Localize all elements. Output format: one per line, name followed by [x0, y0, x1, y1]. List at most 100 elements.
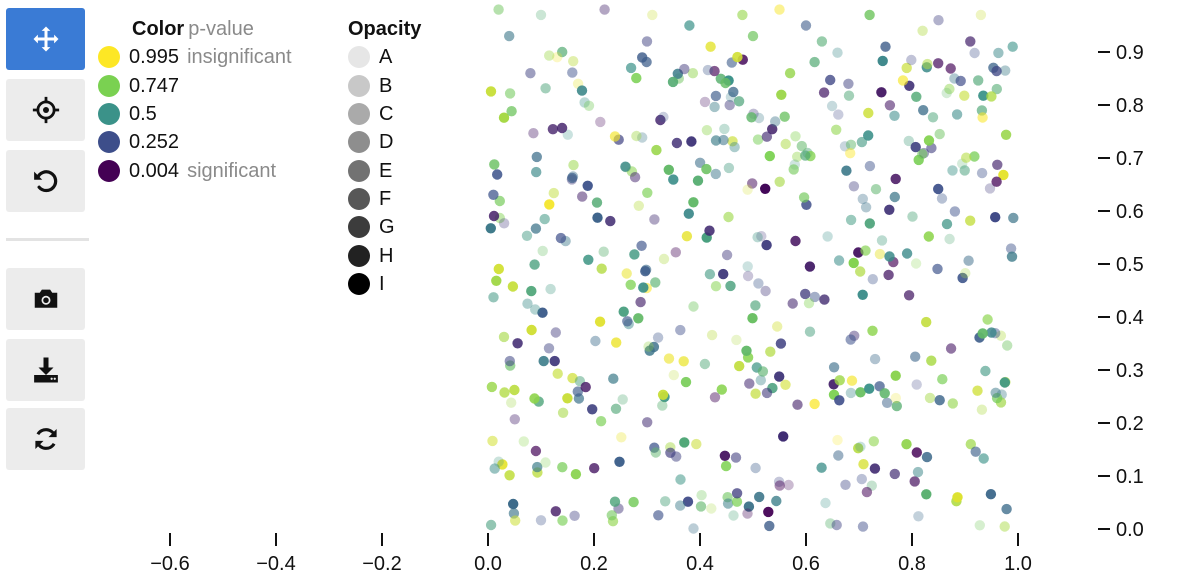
scatter-point[interactable]	[809, 56, 820, 68]
scatter-point[interactable]	[774, 176, 785, 187]
scatter-point[interactable]	[911, 447, 922, 458]
scatter-point[interactable]	[649, 214, 660, 225]
scatter-point[interactable]	[742, 508, 753, 519]
scatter-point[interactable]	[727, 136, 738, 147]
scatter-point[interactable]	[843, 90, 855, 101]
scatter-point[interactable]	[901, 439, 912, 450]
scatter-point[interactable]	[761, 239, 772, 251]
scatter-point[interactable]	[921, 316, 932, 328]
scatter-point[interactable]	[631, 72, 642, 84]
scatter-point[interactable]	[750, 388, 761, 399]
scatter-point[interactable]	[973, 75, 984, 86]
scatter-point[interactable]	[839, 141, 851, 152]
scatter-point[interactable]	[522, 298, 533, 309]
box-select-button[interactable]	[6, 79, 85, 141]
scatter-point[interactable]	[903, 135, 914, 147]
scatter-point[interactable]	[567, 172, 578, 184]
scatter-point[interactable]	[816, 462, 827, 473]
reset-button[interactable]	[6, 150, 85, 212]
scatter-point[interactable]	[944, 83, 955, 95]
scatter-point[interactable]	[947, 398, 958, 409]
scatter-point[interactable]	[555, 232, 567, 244]
scatter-point[interactable]	[833, 450, 844, 461]
scatter-point[interactable]	[1001, 503, 1012, 515]
scatter-point[interactable]	[955, 75, 966, 87]
scatter-point[interactable]	[658, 253, 670, 265]
scatter-point[interactable]	[945, 343, 957, 354]
scatter-point[interactable]	[828, 362, 840, 373]
scatter-point[interactable]	[976, 404, 988, 415]
scatter-point[interactable]	[868, 436, 879, 447]
scatter-point[interactable]	[747, 313, 758, 324]
scatter-point[interactable]	[492, 169, 503, 180]
scatter-point[interactable]	[719, 123, 730, 135]
scatter-point[interactable]	[535, 515, 547, 526]
scatter-point[interactable]	[778, 431, 789, 442]
scatter-point[interactable]	[508, 498, 519, 510]
scatter-point[interactable]	[803, 298, 815, 309]
scatter-point[interactable]	[978, 90, 989, 101]
scatter-point[interactable]	[764, 520, 775, 532]
scatter-point[interactable]	[825, 518, 836, 529]
scatter-point[interactable]	[719, 450, 731, 461]
scatter-point[interactable]	[731, 334, 742, 346]
scatter-point[interactable]	[720, 77, 731, 89]
scatter-point[interactable]	[884, 100, 896, 111]
scatter-point[interactable]	[675, 324, 686, 336]
scatter-point[interactable]	[936, 193, 948, 204]
scatter-point[interactable]	[529, 393, 540, 404]
scatter-point[interactable]	[657, 389, 669, 400]
scatter-point[interactable]	[845, 148, 856, 159]
scatter-point[interactable]	[587, 404, 598, 415]
scatter-point[interactable]	[770, 116, 781, 127]
scatter-point[interactable]	[577, 191, 588, 202]
color-legend-item[interactable]: 0.252	[98, 128, 292, 156]
scatter-point[interactable]	[672, 68, 683, 80]
scatter-point[interactable]	[957, 272, 968, 284]
scatter-point[interactable]	[507, 281, 519, 292]
scatter-point[interactable]	[493, 456, 504, 467]
scatter-point[interactable]	[535, 9, 547, 21]
scatter-point[interactable]	[633, 313, 644, 324]
scatter-point[interactable]	[680, 376, 692, 388]
scatter-point[interactable]	[846, 375, 858, 386]
scatter-point[interactable]	[731, 488, 743, 499]
scatter-point[interactable]	[568, 56, 579, 67]
scatter-point[interactable]	[857, 193, 868, 205]
scatter-point[interactable]	[831, 519, 842, 531]
scatter-point[interactable]	[716, 384, 727, 395]
scatter-point[interactable]	[531, 166, 542, 178]
scatter-point[interactable]	[901, 62, 912, 74]
scatter-point[interactable]	[609, 131, 621, 142]
scatter-point[interactable]	[625, 279, 636, 290]
scatter-point[interactable]	[889, 191, 900, 203]
scatter-point[interactable]	[540, 457, 551, 468]
scatter-point[interactable]	[526, 285, 537, 297]
scatter-point[interactable]	[761, 131, 773, 142]
scatter-point[interactable]	[755, 375, 766, 386]
scatter-point[interactable]	[798, 192, 810, 203]
scatter-point[interactable]	[629, 172, 641, 183]
scatter-point[interactable]	[933, 58, 944, 69]
scatter-point[interactable]	[540, 83, 551, 94]
scatter-point[interactable]	[494, 195, 505, 207]
scatter-point[interactable]	[991, 176, 1002, 187]
scatter-point[interactable]	[562, 393, 573, 404]
scatter-point[interactable]	[800, 20, 812, 31]
scatter-point[interactable]	[788, 164, 799, 175]
scatter-point[interactable]	[567, 67, 578, 78]
scatter-point[interactable]	[616, 432, 627, 443]
opacity-legend-item[interactable]: I	[348, 270, 421, 298]
scatter-point[interactable]	[509, 384, 520, 396]
scatter-point[interactable]	[485, 519, 497, 531]
color-legend-item[interactable]: 0.004 significant	[98, 156, 292, 184]
scatter-point[interactable]	[620, 161, 631, 172]
scatter-point[interactable]	[734, 360, 745, 372]
scatter-point[interactable]	[614, 456, 625, 467]
scatter-point[interactable]	[530, 304, 541, 315]
scatter-point[interactable]	[993, 47, 1004, 59]
scatter-point[interactable]	[884, 204, 895, 215]
opacity-legend-item[interactable]: B	[348, 72, 421, 100]
scatter-point[interactable]	[800, 150, 811, 161]
